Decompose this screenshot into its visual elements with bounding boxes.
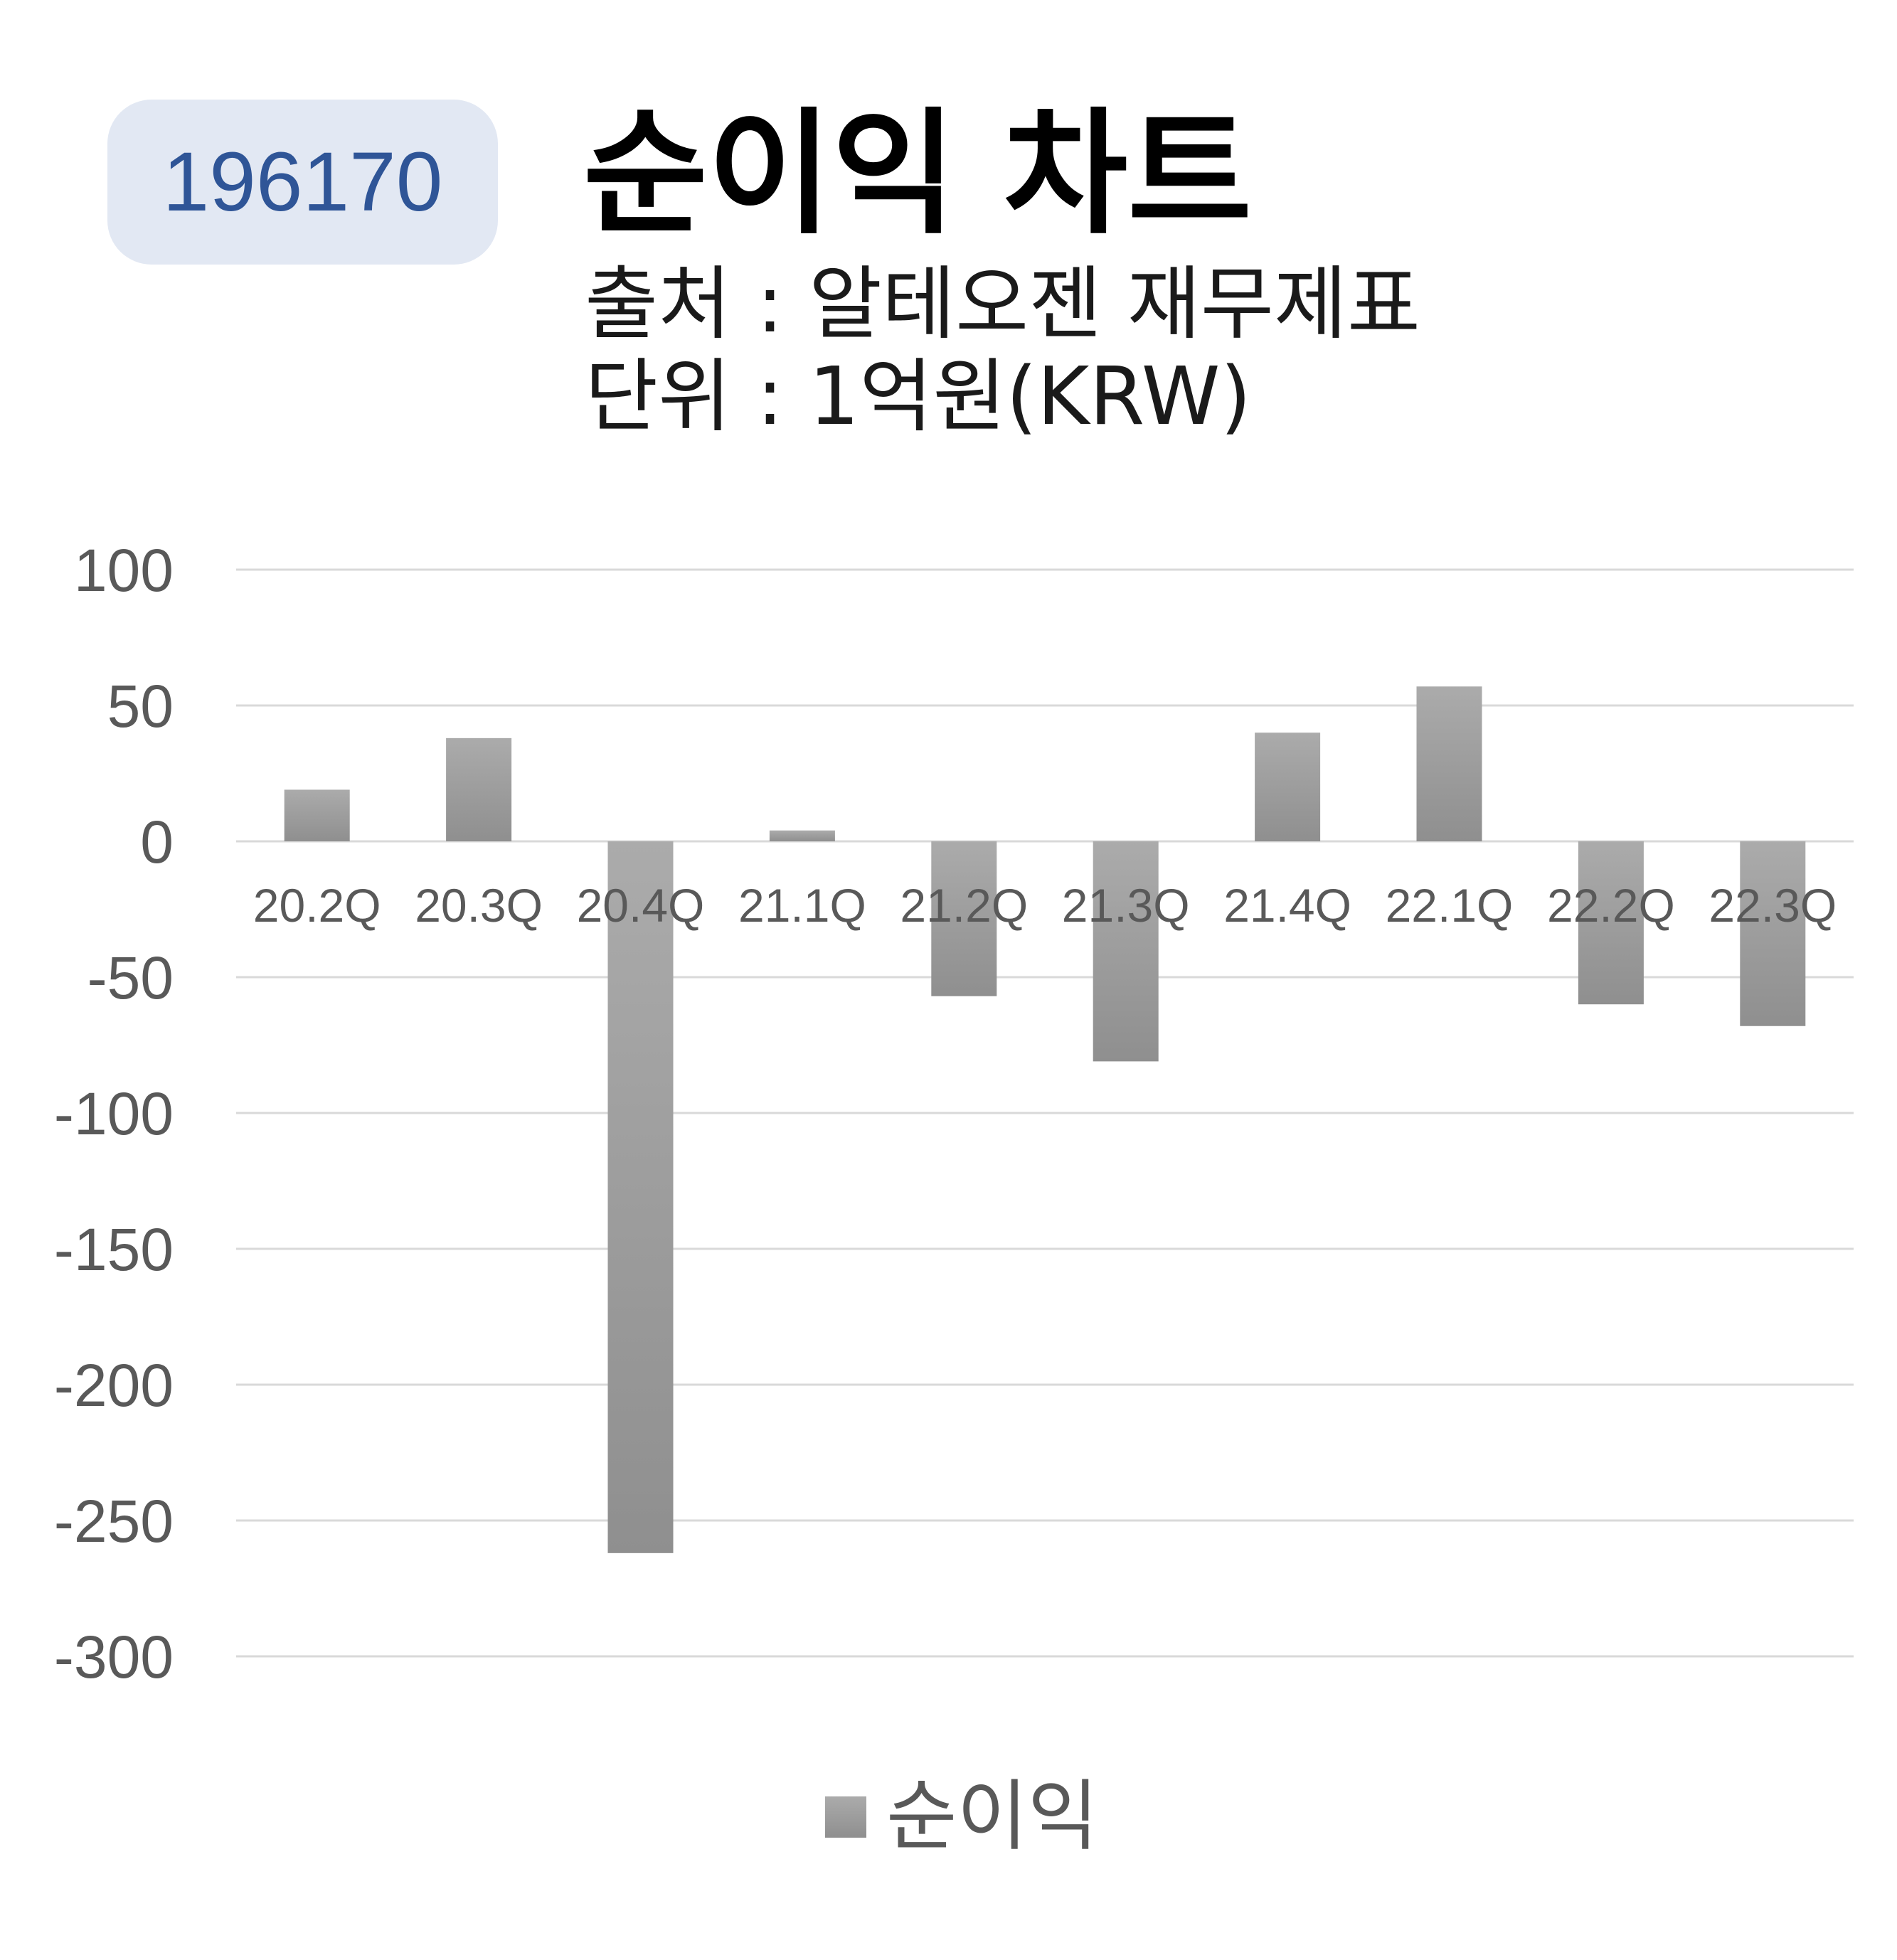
x-tick-label: 20.2Q xyxy=(253,879,381,932)
x-tick-label: 20.4Q xyxy=(577,879,705,932)
bar xyxy=(769,830,835,841)
y-axis-ticks: 100 50 0 -50 -100 -150 -200 -250 -300 xyxy=(54,537,174,1690)
bar xyxy=(1416,686,1482,841)
x-tick-label: 22.1Q xyxy=(1386,879,1514,932)
bar xyxy=(607,841,674,1553)
y-tick-label: 50 xyxy=(107,673,174,740)
bar xyxy=(1740,841,1806,1026)
bar xyxy=(1578,841,1644,1005)
x-tick-label: 21.2Q xyxy=(900,879,1028,932)
y-tick-label: 100 xyxy=(74,537,174,604)
x-tick-label: 20.3Q xyxy=(415,879,543,932)
bar xyxy=(1093,841,1159,1062)
chart-title: 순이익 차트 xyxy=(583,95,1253,252)
source-label: 출처 : 알테오젠 재무제표 xyxy=(585,258,1420,351)
bar xyxy=(446,737,512,841)
x-tick-label: 22.3Q xyxy=(1709,879,1837,932)
x-tick-label: 21.4Q xyxy=(1223,879,1351,932)
x-tick-label: 21.3Q xyxy=(1062,879,1190,932)
bar xyxy=(284,789,350,841)
bars xyxy=(284,686,1806,1553)
y-tick-label: -50 xyxy=(87,944,174,1011)
unit-label: 단위 : 1억원(KRW) xyxy=(585,351,1252,443)
bar xyxy=(931,841,997,996)
legend-label: 순이익 xyxy=(886,1772,1099,1861)
y-tick-label: -200 xyxy=(54,1352,174,1419)
x-tick-label: 22.2Q xyxy=(1547,879,1675,932)
bar xyxy=(1255,733,1321,841)
stock-code-badge: 196170 xyxy=(107,100,498,265)
x-axis-ticks: 20.2Q 20.3Q 20.4Q 21.1Q 21.2Q 21.3Q 21.4Q 22.1Q… xyxy=(253,879,1837,932)
y-tick-label: -300 xyxy=(54,1624,174,1690)
legend-swatch xyxy=(825,1796,866,1838)
y-tick-label: -250 xyxy=(54,1488,174,1555)
y-tick-label: 0 xyxy=(140,809,174,875)
y-tick-label: -100 xyxy=(54,1080,174,1147)
y-tick-label: -150 xyxy=(54,1216,174,1283)
gridlines xyxy=(236,568,1854,1658)
x-tick-label: 21.1Q xyxy=(738,879,866,932)
legend: 순이익 xyxy=(825,1778,1098,1856)
